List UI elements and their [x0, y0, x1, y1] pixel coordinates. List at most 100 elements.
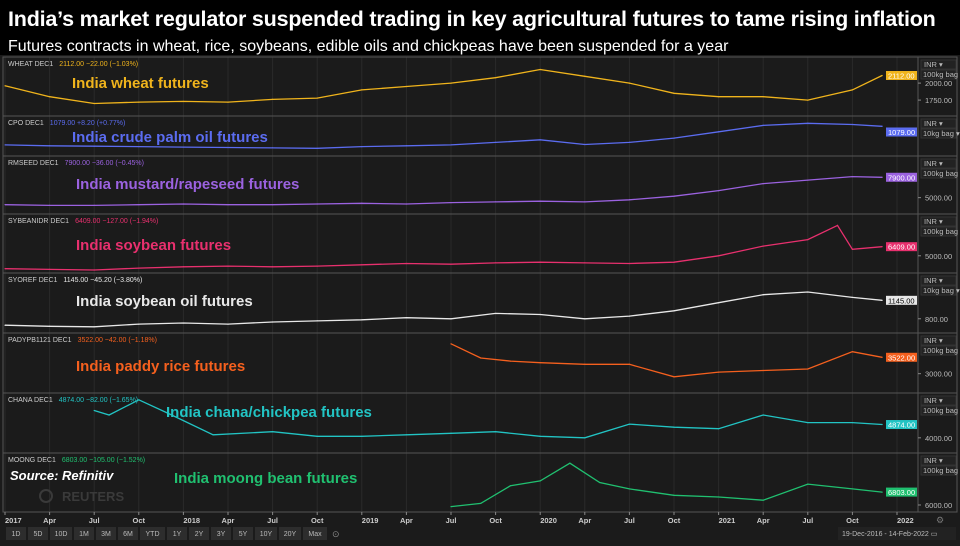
unit-label: 100kg bag ▾: [923, 346, 960, 355]
date-range-label: 19-Dec-2016 - 14-Feb-2022 ▭: [842, 531, 937, 538]
data-point: [851, 123, 854, 126]
data-point: [450, 318, 452, 320]
series-ric: WHEAT DEC1: [8, 61, 53, 68]
range-button-6m[interactable]: 6M: [118, 527, 138, 540]
data-point: [93, 102, 95, 105]
unit-dropdown[interactable]: [920, 168, 957, 179]
data-point: [450, 343, 452, 345]
data-point: [807, 239, 809, 241]
range-button-label: 3M: [101, 531, 111, 538]
date-range-picker[interactable]: [838, 527, 956, 540]
last-value-label: 7900.00: [888, 173, 915, 182]
range-button-label: 1D: [12, 531, 21, 538]
range-button-20y[interactable]: 20Y: [279, 527, 301, 540]
range-button-bg[interactable]: [189, 527, 209, 540]
unit-dropdown[interactable]: [920, 69, 957, 80]
range-button-1m[interactable]: 1M: [74, 527, 94, 540]
range-button-bg[interactable]: [140, 527, 165, 540]
data-point: [138, 267, 140, 269]
range-button-max[interactable]: Max: [303, 527, 327, 540]
range-button-bg[interactable]: [50, 527, 72, 540]
currency-dropdown[interactable]: [920, 118, 957, 129]
currency-dropdown[interactable]: [920, 59, 957, 70]
data-point: [93, 409, 95, 412]
x-tick-label: Jul: [446, 516, 457, 525]
range-button-bg[interactable]: [6, 527, 26, 540]
data-point: [450, 82, 452, 84]
unit-label: 100kg bag ▾: [923, 466, 960, 475]
x-tick-label: Jul: [267, 516, 278, 525]
last-value-label: 1145.00: [888, 296, 915, 305]
range-button-bg[interactable]: [279, 527, 301, 540]
data-point: [807, 368, 809, 370]
data-point: [807, 179, 809, 181]
data-point: [361, 89, 363, 91]
range-button-bg[interactable]: [74, 527, 94, 540]
currency-dropdown[interactable]: [920, 216, 957, 227]
data-point: [628, 199, 631, 201]
data-point: [138, 399, 140, 401]
data-point: [316, 147, 318, 149]
range-button-bg[interactable]: [28, 527, 48, 540]
range-settings-icon[interactable]: ⊙: [332, 529, 340, 539]
range-button-bg[interactable]: [211, 527, 231, 540]
range-button-3y[interactable]: 3Y: [211, 527, 231, 540]
range-button-10y[interactable]: 10Y: [255, 527, 277, 540]
range-button-bg[interactable]: [96, 527, 116, 540]
data-point: [361, 319, 363, 321]
unit-dropdown[interactable]: [920, 345, 957, 356]
unit-dropdown[interactable]: [920, 405, 957, 416]
unit-dropdown[interactable]: [920, 465, 957, 476]
data-point: [539, 435, 541, 437]
unit-dropdown[interactable]: [920, 128, 957, 139]
chart-subtitle: Futures contracts in wheat, rice, soybea…: [8, 38, 729, 55]
series-line: [4, 224, 883, 271]
data-point: [495, 312, 497, 315]
y-tick-label: 2000.00: [925, 79, 952, 88]
range-button-1d[interactable]: 1D: [6, 527, 26, 540]
range-button-bg[interactable]: [255, 527, 277, 540]
range-button-1y[interactable]: 1Y: [167, 527, 187, 540]
range-button-2y[interactable]: 2Y: [189, 527, 209, 540]
currency-dropdown[interactable]: [920, 275, 957, 286]
data-point: [450, 201, 452, 204]
data-point: [509, 485, 512, 487]
currency-dropdown[interactable]: [920, 395, 957, 406]
range-button-5y[interactable]: 5Y: [233, 527, 253, 540]
range-button-bg[interactable]: [167, 527, 187, 540]
range-button-bg[interactable]: [233, 527, 253, 540]
y-tick-label: 800.00: [925, 315, 948, 324]
data-point: [539, 68, 541, 71]
currency-dropdown[interactable]: [920, 335, 957, 346]
data-point: [93, 204, 95, 206]
last-value-badge: [886, 127, 917, 137]
range-button-3m[interactable]: 3M: [96, 527, 116, 540]
data-point: [361, 435, 363, 437]
data-point: [108, 414, 110, 416]
data-point: [450, 432, 452, 434]
range-button-ytd[interactable]: YTD: [140, 527, 165, 540]
range-button-bg[interactable]: [118, 527, 138, 540]
x-tick-label: 2018: [183, 516, 200, 525]
currency-dropdown[interactable]: [920, 158, 957, 169]
series-last-change: 6803.00 −105.00 (−1.52%): [62, 457, 145, 464]
unit-dropdown[interactable]: [920, 285, 957, 296]
range-button-10d[interactable]: 10D: [50, 527, 72, 540]
data-point: [628, 423, 631, 425]
unit-dropdown[interactable]: [920, 226, 957, 237]
currency-dropdown[interactable]: [920, 455, 957, 466]
settings-gear-icon[interactable]: ⚙: [936, 515, 944, 525]
source-label: Source: Refinitiv: [10, 468, 114, 483]
data-point: [4, 204, 6, 206]
data-point: [881, 246, 883, 248]
series-annotation: India soybean futures: [76, 237, 231, 254]
data-point: [628, 262, 631, 265]
data-point: [628, 363, 631, 365]
range-button-bg[interactable]: [303, 527, 327, 540]
series-last-change: 2112.00 −22.00 (−1.03%): [59, 61, 138, 68]
panel-3: SYBEANIDR DEC1 6409.00 −127.00 (−1.94%) In…: [2, 213, 960, 274]
last-value-label: 3522.00: [888, 353, 915, 362]
range-button-5d[interactable]: 5D: [28, 527, 48, 540]
data-point: [227, 204, 229, 206]
data-point: [807, 122, 809, 124]
